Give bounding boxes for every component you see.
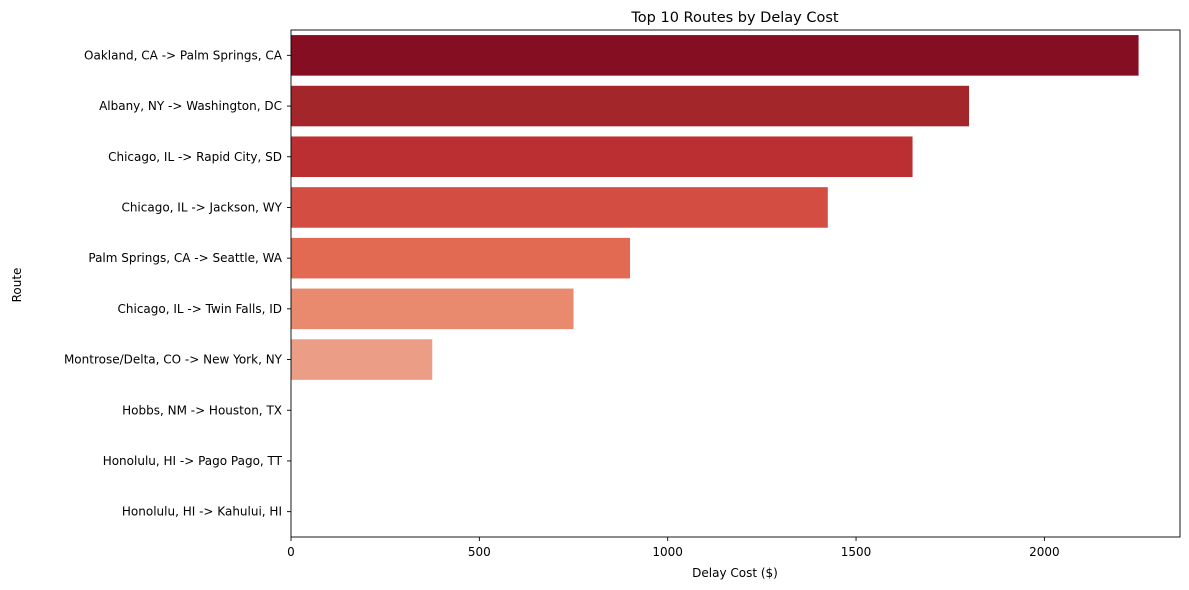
y-axis-title: Route bbox=[10, 268, 24, 303]
bars-group bbox=[291, 35, 1139, 380]
y-tick-label: Honolulu, HI -> Pago Pago, TT bbox=[103, 454, 283, 468]
bar bbox=[291, 238, 630, 279]
x-axis-ticks: 0 500 1000 1500 2000 bbox=[287, 537, 1059, 559]
y-tick-label: Hobbs, NM -> Houston, TX bbox=[122, 403, 282, 417]
x-tick-label: 1500 bbox=[841, 545, 872, 559]
y-tick-label: Chicago, IL -> Jackson, WY bbox=[121, 200, 282, 214]
x-tick-label: 0 bbox=[287, 545, 295, 559]
y-tick-label: Albany, NY -> Washington, DC bbox=[99, 99, 282, 113]
x-tick-label: 500 bbox=[468, 545, 491, 559]
y-tick-label: Oakland, CA -> Palm Springs, CA bbox=[84, 48, 283, 62]
y-tick-label: Chicago, IL -> Rapid City, SD bbox=[108, 150, 282, 164]
y-tick-label: Honolulu, HI -> Kahului, HI bbox=[122, 505, 282, 519]
y-tick-label: Palm Springs, CA -> Seattle, WA bbox=[88, 251, 282, 265]
chart-title: Top 10 Routes by Delay Cost bbox=[630, 10, 839, 26]
bar bbox=[291, 86, 969, 127]
bar bbox=[291, 187, 828, 228]
x-axis-title: Delay Cost ($) bbox=[692, 566, 778, 580]
bar bbox=[291, 289, 574, 330]
y-tick-label: Montrose/Delta, CO -> New York, NY bbox=[64, 353, 283, 367]
bar bbox=[291, 339, 432, 380]
x-tick-label: 1000 bbox=[652, 545, 683, 559]
bar bbox=[291, 136, 913, 177]
bar bbox=[291, 35, 1139, 76]
y-tick-label: Chicago, IL -> Twin Falls, ID bbox=[118, 302, 283, 316]
x-tick-label: 2000 bbox=[1029, 545, 1060, 559]
y-axis-ticks: Oakland, CA -> Palm Springs, CA Albany, N… bbox=[64, 48, 291, 518]
